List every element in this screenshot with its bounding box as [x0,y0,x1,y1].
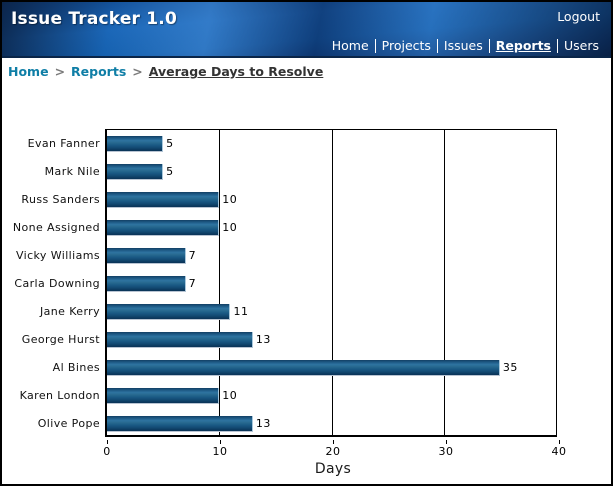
bar-row: 35 [107,354,556,382]
bar-row: 7 [107,242,556,270]
bar [107,304,231,320]
nav-item-users[interactable]: Users [563,38,599,53]
bar-value-label: 11 [233,305,249,318]
bar-row: 11 [107,298,556,326]
bar-row: 10 [107,382,556,410]
bar-value-label: 10 [222,193,238,206]
main-nav: Home Projects Issues Reports Users [326,38,605,53]
category-label: Vicky Williams [15,249,100,262]
breadcrumb-home-link[interactable]: Home [8,64,49,79]
axis-tick-label: 20 [325,445,341,458]
axis-tick-mark [107,440,108,444]
bar-row: 5 [107,158,556,186]
axis-tick-mark [333,440,334,444]
nav-separator [488,38,490,53]
nav-separator [556,38,558,53]
bar-value-label: 13 [255,417,271,430]
bar-value-label: 7 [188,277,197,290]
x-axis: 0 10 20 30 40 [103,440,566,458]
bar-value-label: 10 [222,221,238,234]
gridline [219,130,221,435]
breadcrumb-separator: > [132,64,143,79]
axis-tick-mark [220,440,221,444]
bar-value-label: 7 [188,249,197,262]
category-label: George Hurst [21,333,100,346]
axis-tick-mark [446,440,447,444]
x-axis-title: Days [314,461,352,477]
bar [107,388,220,404]
nav-separator [374,38,376,53]
bar [107,332,253,348]
nav-item-projects[interactable]: Projects [381,38,431,53]
bar [107,136,164,152]
category-label: Carla Downing [14,277,100,290]
category-label: Evan Fanner [27,137,100,150]
bar [107,360,500,376]
breadcrumb-reports-link[interactable]: Reports [71,64,127,79]
gridline [331,130,333,435]
category-label: Olive Pope [37,417,100,430]
logout-link[interactable]: Logout [557,9,600,24]
category-label: None Assigned [12,221,100,234]
bar-value-label: 5 [166,137,174,150]
bar-row: 10 [107,186,556,214]
gridline [443,130,445,435]
bar-row: 7 [107,270,556,298]
plot-area: 5 5 10 10 7 7 11 13 35 10 13 [105,129,557,437]
breadcrumb-separator: > [54,64,66,79]
nav-separator [436,38,438,53]
bar [107,192,220,208]
bar-row: 5 [107,130,556,158]
category-label: Al Bines [52,361,100,374]
bar [107,276,186,292]
bar-value-label: 35 [502,361,518,374]
app-title: Issue Tracker 1.0 [11,9,177,29]
category-label: Mark Nile [44,165,100,178]
bar [107,220,220,236]
bar-series: 5 5 10 10 7 7 11 13 35 10 13 [107,130,556,435]
category-label: Karen London [19,389,100,402]
bar-row: 13 [107,326,556,354]
bar [107,416,253,432]
bar [107,248,186,264]
category-label: Jane Kerry [39,305,100,318]
nav-item-home[interactable]: Home [331,38,369,53]
app-header: Issue Tracker 1.0 Logout Home Projects I… [2,2,611,58]
axis-tick-label: 0 [103,445,111,458]
axis-tick-label: 40 [551,445,567,458]
bar-value-label: 5 [166,165,174,178]
bar [107,164,164,180]
axis-tick-mark [559,440,560,444]
axis-tick-label: 30 [438,445,454,458]
bar-value-label: 10 [222,389,238,402]
breadcrumb: Home > Reports > Average Days to Resolve [2,58,611,85]
category-axis-labels: Evan Fanner Mark Nile Russ Sanders None Ass… [2,130,100,438]
bar-row: 10 [107,214,556,242]
axis-tick-label: 10 [212,445,228,458]
bar-row: 13 [107,410,556,438]
nav-item-issues[interactable]: Issues [443,38,483,53]
chart-area: Evan Fanner Mark Nile Russ Sanders None Ass… [2,85,611,484]
nav-item-reports[interactable]: Reports [495,38,551,53]
breadcrumb-current-page: Average Days to Resolve [148,64,324,79]
category-label: Russ Sanders [21,193,100,206]
bar-value-label: 13 [255,333,271,346]
